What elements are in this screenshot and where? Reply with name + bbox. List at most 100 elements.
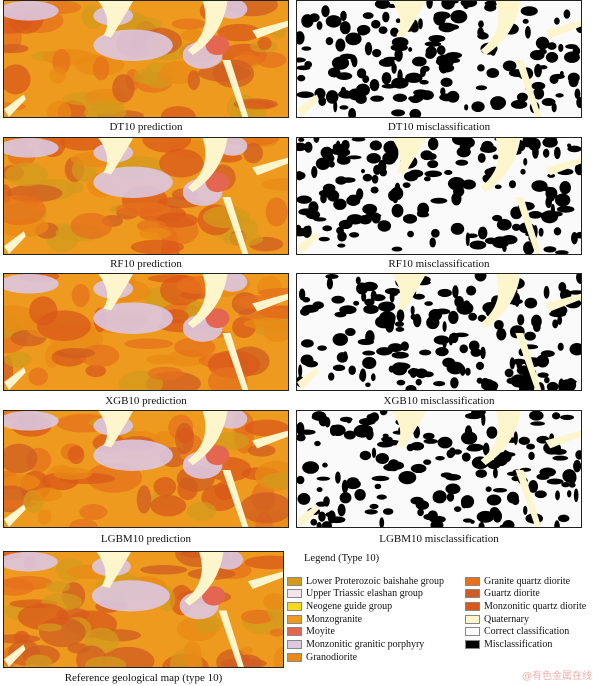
map-region: [463, 1, 470, 10]
map-region: [187, 138, 228, 193]
map-region: [431, 228, 440, 238]
map-region: [408, 169, 424, 178]
map-region: [297, 195, 312, 204]
map-region: [426, 316, 440, 330]
map-region: [362, 350, 376, 356]
map-region: [559, 181, 571, 195]
map-region: [142, 138, 192, 153]
map-region: [336, 72, 353, 81]
map-region: [491, 236, 510, 249]
map-region: [348, 108, 357, 117]
map-region: [4, 94, 26, 117]
map-region: [426, 1, 433, 9]
map-region: [316, 476, 331, 481]
map-region: [466, 233, 478, 239]
map-region: [318, 511, 326, 522]
map-region: [528, 451, 535, 461]
map-region: [370, 95, 384, 102]
map-region: [373, 164, 382, 176]
legend-label: Monzonitic granitic porphyry: [306, 639, 425, 650]
map-region: [474, 274, 487, 282]
map-region: [442, 321, 447, 333]
map-region: [391, 274, 427, 311]
map-region: [445, 483, 461, 495]
map-region: [478, 20, 484, 28]
map-region: [379, 411, 388, 416]
map-region: [376, 494, 387, 500]
map-region: [333, 100, 338, 113]
map-region: [450, 222, 465, 235]
map-region: [477, 27, 484, 38]
map-region: [552, 319, 559, 329]
map-region: [98, 1, 134, 38]
map-region: [392, 93, 408, 102]
map-region: [371, 174, 379, 184]
map-region: [147, 366, 184, 381]
map-region: [66, 181, 84, 194]
map-region: [466, 445, 482, 452]
map-region: [419, 79, 429, 85]
map-region: [492, 214, 503, 222]
map-region: [304, 141, 313, 153]
map-region: [508, 180, 517, 189]
map-region: [575, 231, 581, 239]
map-region: [218, 610, 244, 667]
map-region: [477, 226, 488, 240]
map-region: [532, 145, 539, 159]
legend-swatch: [287, 652, 302, 662]
map-region: [402, 214, 418, 224]
map-region: [440, 77, 453, 87]
map-region: [561, 481, 570, 488]
map-region: [576, 96, 581, 109]
legend-item: Guartz diorite: [465, 588, 540, 600]
map-caption: DT10 prediction: [109, 121, 183, 133]
map-region: [461, 499, 468, 509]
map-region: [349, 232, 360, 238]
map-region: [130, 239, 184, 254]
misclassification-map: [296, 410, 582, 528]
map-region: [322, 462, 328, 468]
map-region: [4, 1, 59, 21]
map-region: [531, 180, 548, 192]
map-region: [327, 189, 340, 202]
map-region: [573, 459, 581, 473]
map-region: [93, 29, 173, 61]
map-region: [247, 444, 276, 457]
map-region: [475, 361, 485, 370]
legend-item: Lower Proterozoic baishahe group: [287, 575, 444, 587]
map-region: [378, 301, 396, 312]
map-region: [371, 19, 381, 29]
map-region: [322, 225, 333, 232]
map-region: [424, 170, 443, 178]
map-region: [574, 88, 581, 100]
map-region: [369, 140, 382, 151]
map-region: [547, 387, 556, 390]
map-region: [260, 471, 288, 490]
map-region: [69, 518, 98, 527]
map-region: [37, 509, 52, 525]
map-caption: DT10 misclassification: [387, 121, 491, 133]
map-region: [341, 93, 354, 99]
map-region: [366, 153, 381, 164]
map-region: [390, 27, 399, 37]
map-region: [79, 504, 108, 520]
map-region: [171, 18, 206, 30]
map-region: [340, 177, 356, 183]
map-region: [413, 293, 425, 300]
map-region: [537, 372, 549, 378]
map-region: [313, 138, 320, 143]
map-region: [459, 344, 468, 354]
map-region: [85, 364, 107, 378]
map-caption: RF10 misclassification: [388, 258, 490, 270]
map-region: [558, 43, 564, 52]
map-region: [549, 74, 559, 84]
map-region: [205, 445, 230, 466]
map-region: [437, 288, 452, 298]
map-region: [481, 140, 494, 152]
map-region: [257, 36, 272, 50]
map-region: [511, 223, 521, 231]
legend-item: Quaternary: [465, 613, 529, 625]
map-region: [379, 168, 388, 177]
map-region: [492, 509, 503, 523]
map-region: [497, 452, 508, 461]
